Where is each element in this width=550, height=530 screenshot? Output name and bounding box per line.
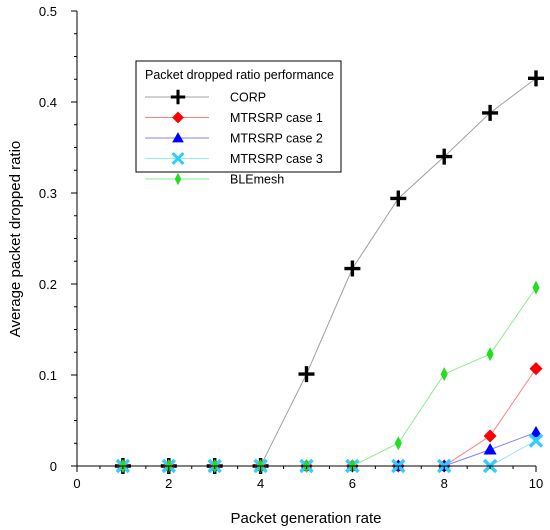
legend-entry: MTRSRP case 2 — [145, 132, 323, 146]
legend-swatch-marker — [171, 152, 185, 165]
legend-box — [135, 60, 342, 173]
legend: Packet dropped ratio performance CORP MTR… — [135, 60, 342, 187]
x-tick-label: 6 — [349, 476, 356, 491]
legend-label: CORP — [230, 91, 266, 105]
legend-entry: BLEmesh — [145, 173, 284, 187]
legend-label: MTRSRP case 2 — [230, 132, 323, 146]
y-tick-label: 0.4 — [39, 95, 57, 110]
x-tick-label: 4 — [257, 476, 264, 491]
y-tick-label: 0.1 — [39, 368, 57, 383]
series-2 — [116, 425, 543, 471]
data-point — [529, 362, 543, 376]
y-tick-label: 0.2 — [39, 277, 57, 292]
series-line — [122, 431, 537, 467]
series-line — [122, 440, 537, 467]
data-point — [532, 280, 540, 295]
x-tick-label: 0 — [73, 476, 80, 491]
legend-entry: MTRSRP case 3 — [145, 152, 323, 166]
x-axis-label: Packet generation rate — [231, 510, 382, 527]
axes-layer: 0 2 4 6 8 10 0 0.1 0.2 0.3 0.4 0.5 — [39, 4, 543, 491]
legend-title: Packet dropped ratio performance — [145, 68, 334, 82]
data-point — [528, 433, 544, 448]
series-1 — [116, 362, 543, 473]
series-line — [122, 287, 537, 467]
data-point — [440, 367, 448, 382]
legend-entry: CORP — [145, 89, 266, 105]
legend-label: MTRSRP case 1 — [230, 111, 323, 125]
data-point — [344, 260, 361, 277]
y-tick-label: 0.5 — [39, 4, 57, 19]
y-tick-label: 0 — [50, 459, 57, 474]
data-point — [482, 104, 499, 121]
series-line — [122, 368, 537, 467]
data-point — [390, 190, 407, 207]
legend-swatch-marker — [172, 111, 184, 124]
data-point — [486, 347, 494, 362]
x-tick-label: 8 — [441, 476, 448, 491]
legend-entry: MTRSRP case 1 — [145, 111, 323, 125]
data-point — [436, 148, 453, 165]
legend-label: MTRSRP case 3 — [230, 152, 323, 166]
data-point — [483, 443, 497, 455]
x-tick-label: 2 — [165, 476, 172, 491]
data-point — [483, 429, 497, 443]
data-point — [394, 436, 402, 451]
data-point — [529, 425, 543, 438]
legend-swatch-marker — [172, 132, 184, 143]
legend-swatch-marker — [174, 172, 182, 186]
data-point — [298, 366, 315, 383]
y-axis-label: Average packet dropped ratio — [7, 141, 24, 338]
y-tick-label: 0.3 — [39, 186, 57, 201]
data-point — [528, 70, 544, 87]
series-4 — [119, 280, 540, 473]
legend-label: BLEmesh — [230, 173, 284, 187]
x-tick-label: 10 — [529, 476, 543, 491]
legend-swatch-marker — [170, 89, 186, 105]
